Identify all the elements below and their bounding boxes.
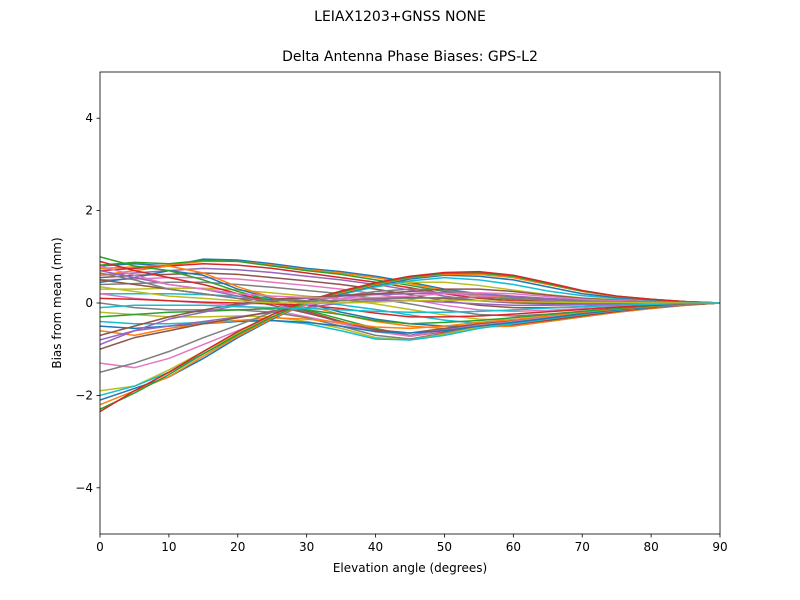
x-tick-label: 30 <box>299 540 314 554</box>
x-tick-label: 10 <box>161 540 176 554</box>
x-tick-label: 80 <box>643 540 658 554</box>
x-tick-label: 40 <box>368 540 383 554</box>
x-axis-ticks: 0 10 20 30 40 50 60 70 80 90 <box>96 534 728 554</box>
series-line <box>100 265 720 330</box>
y-tick-label: −4 <box>75 481 93 495</box>
series-layer <box>100 256 720 413</box>
chart-title: Delta Antenna Phase Biases: GPS-L2 <box>282 49 538 65</box>
x-tick-label: 60 <box>506 540 521 554</box>
series-line <box>100 270 720 413</box>
y-tick-label: 0 <box>85 296 93 310</box>
figure-suptitle: LEIAX1203+GNSS NONE <box>314 9 486 25</box>
series-line <box>100 272 720 304</box>
y-tick-label: 2 <box>85 204 93 218</box>
y-axis-label: Bias from mean (mm) <box>50 237 64 369</box>
series-line <box>100 302 720 325</box>
y-tick-label: −2 <box>75 388 93 402</box>
y-axis-ticks: −4 −2 0 2 4 <box>75 111 100 495</box>
series-line <box>100 265 720 304</box>
x-tick-label: 20 <box>230 540 245 554</box>
x-axis-label: Elevation angle (degrees) <box>332 561 488 575</box>
x-tick-label: 90 <box>712 540 727 554</box>
x-tick-label: 70 <box>575 540 590 554</box>
series-line <box>100 297 720 318</box>
series-line <box>100 274 720 401</box>
x-tick-label: 0 <box>96 540 104 554</box>
x-tick-label: 50 <box>437 540 452 554</box>
series-line <box>100 286 720 304</box>
series-line <box>100 302 720 313</box>
y-tick-label: 4 <box>85 111 93 125</box>
